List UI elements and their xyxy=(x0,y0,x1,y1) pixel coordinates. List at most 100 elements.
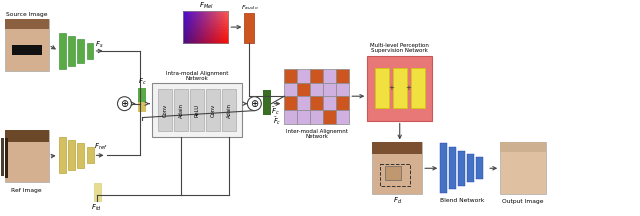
Text: Conv: Conv xyxy=(163,103,168,117)
Bar xyxy=(198,32,200,34)
Bar xyxy=(218,22,220,24)
Bar xyxy=(206,40,208,42)
Bar xyxy=(213,41,216,43)
Bar xyxy=(216,33,218,36)
Bar xyxy=(185,21,187,23)
Bar xyxy=(202,27,204,29)
Bar xyxy=(336,69,349,83)
Bar xyxy=(184,29,186,31)
Bar xyxy=(212,32,214,34)
Bar xyxy=(189,33,191,36)
Bar xyxy=(189,27,191,29)
Bar xyxy=(206,41,208,43)
Bar xyxy=(203,40,205,42)
Bar xyxy=(206,35,208,37)
Bar xyxy=(207,29,209,31)
Bar xyxy=(186,14,188,16)
Bar xyxy=(225,17,227,20)
Bar xyxy=(212,30,214,32)
Bar xyxy=(224,30,226,32)
Bar xyxy=(198,13,200,15)
Bar xyxy=(184,37,186,39)
Bar xyxy=(200,22,202,24)
Bar xyxy=(220,17,221,20)
Bar xyxy=(188,21,190,23)
Bar xyxy=(218,33,220,36)
Bar xyxy=(216,32,218,34)
Bar xyxy=(184,30,186,32)
Bar xyxy=(225,29,227,31)
Bar xyxy=(207,41,209,43)
Bar xyxy=(193,11,195,13)
Bar xyxy=(209,32,211,34)
Bar xyxy=(4,130,49,182)
Bar xyxy=(221,25,223,28)
Bar xyxy=(195,33,197,36)
Bar xyxy=(225,14,227,16)
Bar xyxy=(195,19,197,21)
Bar xyxy=(203,13,205,15)
Bar xyxy=(186,16,188,18)
Bar xyxy=(209,24,211,26)
Circle shape xyxy=(118,97,131,111)
Bar xyxy=(227,14,229,16)
Bar xyxy=(209,19,211,21)
Bar xyxy=(212,17,214,20)
Bar xyxy=(225,41,227,43)
Bar xyxy=(197,24,199,26)
Bar xyxy=(220,24,221,26)
Bar xyxy=(207,19,209,21)
Bar xyxy=(195,14,197,16)
Bar xyxy=(206,30,208,32)
Bar xyxy=(195,24,197,26)
Bar xyxy=(197,29,199,31)
Bar xyxy=(195,41,197,43)
Bar xyxy=(184,40,186,42)
Bar xyxy=(195,22,197,24)
Bar xyxy=(220,29,221,31)
Bar xyxy=(227,32,229,34)
Bar xyxy=(202,41,204,43)
Bar xyxy=(227,37,229,39)
Bar xyxy=(207,37,209,39)
Bar xyxy=(215,22,217,24)
Bar xyxy=(193,33,195,36)
Bar xyxy=(215,17,217,20)
Bar xyxy=(207,35,209,37)
Bar xyxy=(323,69,336,83)
Bar xyxy=(310,110,323,124)
Bar xyxy=(191,19,193,21)
Bar xyxy=(206,27,208,29)
Bar xyxy=(185,16,187,18)
Bar xyxy=(284,96,298,110)
Bar xyxy=(202,32,204,34)
Bar xyxy=(244,13,254,43)
Bar xyxy=(218,25,220,28)
Bar xyxy=(207,17,209,20)
Bar xyxy=(207,40,209,42)
Bar xyxy=(189,21,191,23)
Bar xyxy=(222,27,225,29)
Bar xyxy=(188,37,190,39)
Bar xyxy=(203,27,205,29)
Bar xyxy=(195,21,197,23)
Bar xyxy=(189,38,191,40)
Bar xyxy=(203,30,205,32)
Bar xyxy=(185,33,187,36)
Bar xyxy=(211,32,212,34)
Bar xyxy=(189,22,191,24)
Bar xyxy=(195,40,197,42)
Bar xyxy=(4,19,49,71)
Bar xyxy=(189,13,191,15)
Bar xyxy=(193,37,195,39)
Bar xyxy=(225,22,227,24)
Bar xyxy=(224,33,226,36)
Bar xyxy=(222,33,225,36)
Bar xyxy=(191,29,193,31)
Bar xyxy=(225,30,227,32)
Bar xyxy=(227,22,229,24)
Bar xyxy=(206,29,208,31)
Bar xyxy=(207,11,209,13)
Bar xyxy=(227,11,229,13)
Bar xyxy=(184,19,186,21)
